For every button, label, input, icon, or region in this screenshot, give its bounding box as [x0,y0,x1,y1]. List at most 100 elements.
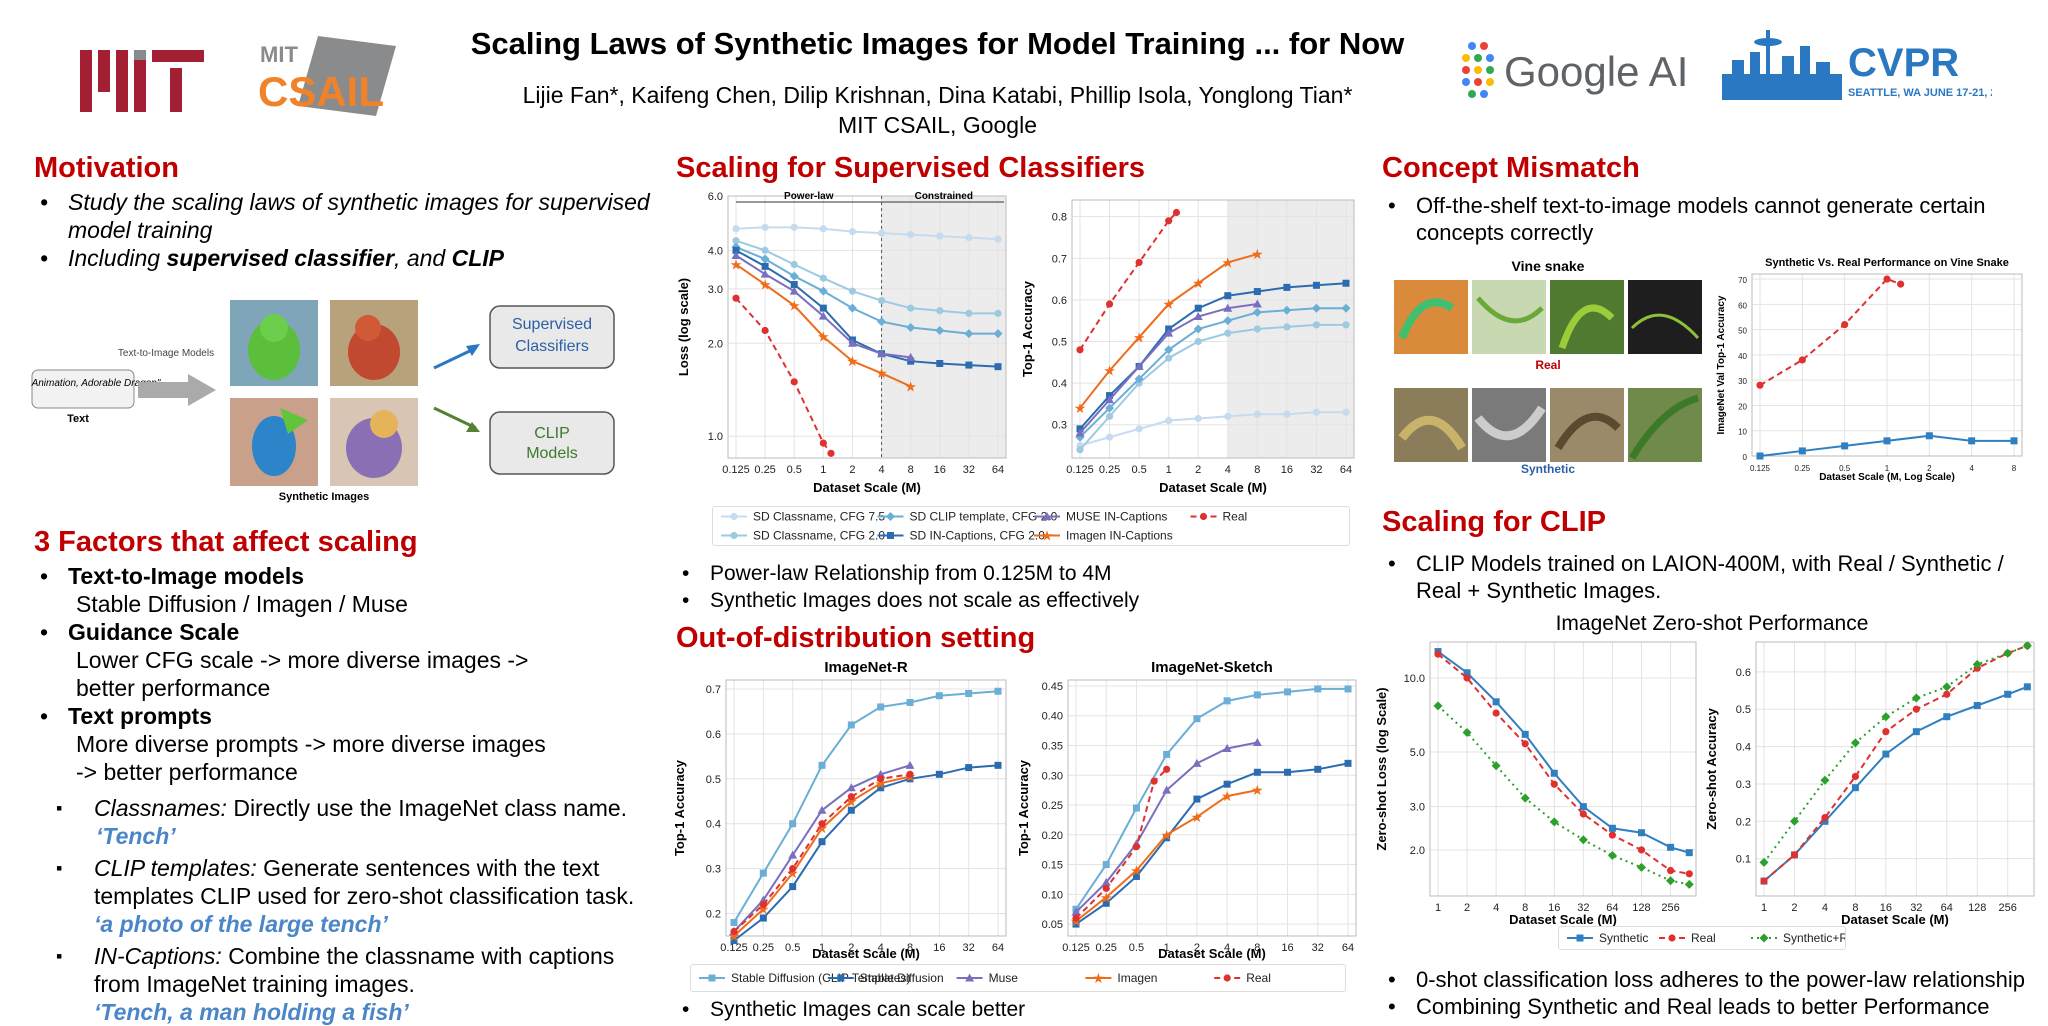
data-point [1283,283,1291,291]
plot-frame [725,679,1007,937]
data-point [731,250,741,259]
data-point [1072,920,1080,928]
affiliation: MIT CSAIL, Google [838,112,1037,138]
legend-label: Imagen IN-Captions [1066,529,1173,543]
data-point [1284,688,1292,696]
data-point [1223,316,1233,326]
arrow-green-icon [466,422,480,432]
data-point [1342,321,1350,329]
data-point [1578,835,1588,845]
data-point: ★ [817,329,830,345]
series-line [1437,705,1690,886]
data-point [1491,761,1501,771]
data-point [1193,795,1201,803]
google-dots-icon [1462,42,1494,98]
y-tick-label: 60 [1738,301,1747,310]
supervised-bullet-2: Synthetic Images does not scale as effec… [676,587,1316,614]
data-point [732,225,740,233]
x-tick-label: 64 [1342,942,1354,954]
factor-1: Text-to-Image models [34,562,664,590]
clip-bullet-2: 0-shot classification loss adheres to th… [1382,966,2042,993]
x-axis-label: Dataset Scale (M) [1159,480,1267,495]
ood-bullets: Synthetic Images can scale better [676,996,1316,1023]
supervised-bullets: Power-law Relationship from 0.125M to 4M… [676,560,1316,614]
y-axis-label: Top-1 Accuracy [672,759,687,856]
series-line [1763,644,2028,882]
series-line [1079,282,1347,430]
plot-frame [1429,641,1697,897]
y-tick-label: 0.4 [706,819,721,831]
y-tick-label: 2.0 [1410,845,1425,857]
data-point [1312,408,1321,416]
s3-text: Combine the classname with captions from… [94,943,615,997]
legend-item-real: Real [1659,931,1716,945]
data-point [1850,738,1860,748]
x-axis-label: Dataset Scale (M, Log Scale) [1819,472,1955,483]
x-tick-label: 1 [1166,464,1172,476]
annotation-constrained: Constrained [915,191,973,202]
factor-3: Text prompts [34,702,664,730]
legend-label: Synthetic [1599,931,1648,945]
synthetic-label: Synthetic [1520,462,1575,476]
data-point [759,869,767,877]
data-point [1132,843,1141,851]
data-point: ★ [1221,254,1234,270]
csail-text: CSAIL [258,68,384,115]
series-stable-diffusion-clip-templates [730,687,1002,927]
x-tick-label: 8 [908,464,914,476]
x-tick-label: 16 [1281,942,1293,954]
data-point [1163,834,1171,842]
ood-title: Out-of-distribution setting [676,622,1036,654]
y-tick-label: 6.0 [708,191,723,203]
data-point [1608,831,1617,839]
data-point: ★ [1251,782,1264,798]
data-point [1224,292,1232,300]
synthetic-image-3 [230,398,318,486]
data-point [1820,775,1830,785]
x-tick-label: 4 [1822,902,1828,914]
data-point [1434,650,1442,658]
data-point [818,311,828,320]
data-point [1134,361,1144,370]
data-point: ★ [1160,827,1173,843]
data-point [1135,258,1143,267]
factor-1-desc: Stable Diffusion / Imagen / Muse [76,591,408,617]
data-point: ★ [730,256,743,272]
data-point [1881,712,1891,722]
prompt-type-in-captions: IN-Captions: Combine the classname with … [34,942,664,1026]
y-tick-label: 0.10 [1042,889,1063,901]
data-point [1882,728,1890,736]
series-line [1079,323,1346,451]
y-axis-label: Zero-shot Loss (log Scale) [1374,687,1389,850]
data-point [1943,713,1951,721]
data-point [1851,772,1859,781]
clip-chart-title: ImageNet Zero-shot Performance [1555,612,1869,635]
x-tick-label: 128 [1968,902,1986,914]
data-point [732,237,740,245]
legend-label: MUSE IN-Captions [1066,510,1167,524]
clip-legend: Synthetic Real Synthetic+Real [1558,926,1864,950]
data-point [1342,279,1350,287]
series-line [1763,644,2028,863]
data-point: ★ [1100,889,1113,905]
data-point [848,228,857,236]
data-point [1224,329,1232,337]
data-point [1637,829,1645,837]
chart-clip-accuracy: 1 2 4 8 16 32 64 128 256 0.1 0.2 0.3 0.4 0.5 0.6 Datase… [1704,641,2035,927]
data-point [1942,682,1952,692]
x-tick-label: 32 [1577,902,1589,914]
data-point [1165,217,1173,225]
legend-item-sd-in-captions-cfg-2-0: SD IN-Captions, CFG 2.0 [877,529,1045,543]
constrained-region [881,196,1006,458]
concept-bullets: Off-the-shelf text-to-image models canno… [1382,192,2022,246]
data-point [1851,784,1859,792]
data-point [1076,446,1084,454]
data-point [1637,846,1646,854]
real-label: Real [1535,358,1561,372]
data-point [1883,275,1891,283]
prompt-text: "Clay Animation, Adorable Dragon" [30,378,161,389]
series-sd-classname-cfg-2-0 [732,237,1002,317]
motivation-bullet-1: Study the scaling laws of synthetic imag… [34,188,654,244]
concept-title: Concept Mismatch [1382,152,1640,184]
data-point [819,304,827,312]
